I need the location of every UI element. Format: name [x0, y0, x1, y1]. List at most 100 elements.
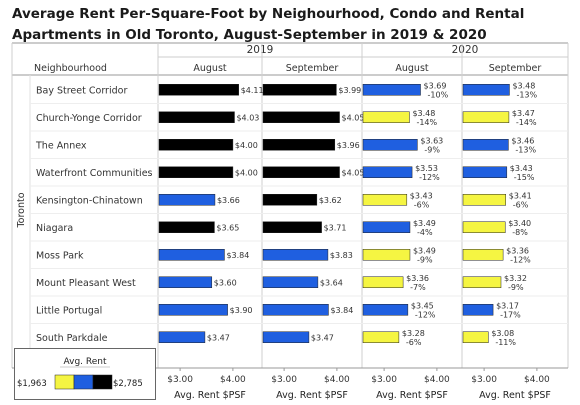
- value-label: $4.05: [342, 168, 365, 177]
- category-label: Niagara: [36, 223, 73, 234]
- change-label: -7%: [410, 283, 426, 292]
- value-label: $3.43: [410, 191, 433, 200]
- color-legend: Avg. Rent $1,963 $2,785: [14, 348, 156, 400]
- value-label: $3.62: [319, 196, 342, 205]
- bar: [362, 194, 408, 206]
- column-header: September: [286, 63, 339, 74]
- bar: [462, 276, 502, 288]
- value-label: $3.41: [509, 191, 532, 200]
- value-label: $3.83: [330, 251, 353, 260]
- bar: [362, 331, 400, 343]
- value-label: $3.45: [411, 301, 434, 310]
- value-label: $3.71: [324, 223, 347, 232]
- value-label: $3.99: [338, 86, 361, 95]
- legend-swatch: [54, 374, 75, 390]
- column-header: August: [395, 63, 429, 74]
- x-axis-label: Avg. Rent $PSF: [376, 390, 448, 401]
- value-label: $3.08: [491, 329, 514, 338]
- change-label: -9%: [424, 145, 440, 154]
- category-label: Kensington-Chinatown: [36, 195, 143, 206]
- column-header: September: [489, 63, 542, 74]
- bar: [262, 166, 340, 178]
- value-label: $3.66: [217, 196, 240, 205]
- value-label: $3.47: [512, 109, 535, 118]
- category-label: Moss Park: [36, 250, 84, 261]
- category-label: South Parkdale: [36, 333, 108, 344]
- value-label: $3.32: [504, 274, 527, 283]
- x-tick-label: $4.00: [424, 375, 450, 385]
- bar: [158, 111, 235, 123]
- year-label: 2019: [247, 44, 274, 56]
- x-tick-label: $3.00: [471, 375, 497, 385]
- value-label: $3.17: [496, 301, 519, 310]
- bar: [362, 249, 411, 261]
- change-label: -12%: [419, 173, 440, 182]
- bar: [262, 221, 322, 233]
- bar: [362, 166, 413, 178]
- value-label: $3.49: [413, 246, 436, 255]
- category-label: Mount Pleasant West: [36, 278, 136, 289]
- value-label: $3.90: [230, 306, 253, 315]
- bar: [462, 166, 508, 178]
- change-label: -6%: [414, 200, 430, 209]
- change-label: -12%: [415, 310, 436, 319]
- value-label: $3.63: [420, 136, 443, 145]
- bar: [262, 276, 319, 288]
- value-label: $3.84: [330, 306, 353, 315]
- x-tick-label: $4.00: [324, 375, 350, 385]
- change-label: -15%: [514, 173, 535, 182]
- category-label: Church-Yonge Corridor: [36, 113, 142, 124]
- value-label: $3.60: [214, 278, 237, 287]
- value-label: $3.96: [337, 141, 360, 150]
- change-label: -17%: [500, 310, 521, 319]
- value-label: $3.69: [424, 81, 447, 90]
- category-label: Little Portugal: [36, 305, 102, 316]
- legend-title: Avg. Rent: [63, 357, 106, 367]
- value-label: $3.28: [402, 329, 425, 338]
- bar: [462, 249, 504, 261]
- change-label: -9%: [508, 283, 524, 292]
- bar: [262, 139, 336, 151]
- value-label: $4.03: [236, 113, 259, 122]
- bar: [262, 331, 310, 343]
- x-tick-label: $4.00: [220, 375, 246, 385]
- bar: [262, 304, 329, 316]
- category-label: Bay Street Corridor: [36, 85, 127, 96]
- change-label: -14%: [416, 118, 437, 127]
- bar: [158, 249, 225, 261]
- bar: [158, 139, 234, 151]
- value-label: $3.64: [320, 278, 343, 287]
- bar: [462, 304, 494, 316]
- bar: [158, 194, 216, 206]
- bar: [262, 111, 340, 123]
- x-tick-label: $3.00: [167, 375, 193, 385]
- change-label: -10%: [428, 90, 449, 99]
- change-label: -13%: [516, 90, 537, 99]
- value-label: $3.48: [412, 109, 435, 118]
- x-tick-label: $3.00: [371, 375, 397, 385]
- change-label: -13%: [515, 145, 536, 154]
- bar: [362, 84, 421, 96]
- value-label: $3.47: [311, 333, 334, 342]
- bar: [362, 139, 418, 151]
- legend-max-label: $2,785: [113, 379, 143, 389]
- legend-graphic: Avg. Rent $1,963 $2,785: [17, 357, 143, 390]
- change-label: -4%: [417, 228, 433, 237]
- value-label: $3.53: [415, 164, 438, 173]
- row-group-label: Toronto: [16, 192, 27, 228]
- bar: [462, 84, 510, 96]
- value-label: $3.48: [512, 81, 535, 90]
- change-label: -6%: [406, 338, 422, 347]
- bar: [462, 139, 509, 151]
- x-tick-label: $4.00: [524, 375, 550, 385]
- x-tick-label: $3.00: [271, 375, 297, 385]
- change-label: -9%: [417, 255, 433, 264]
- bar: [262, 84, 337, 96]
- bar: [462, 111, 510, 123]
- x-axis-label: Avg. Rent $PSF: [479, 390, 551, 401]
- value-label: $3.43: [510, 164, 533, 173]
- row-header: Neighbourhood: [34, 63, 107, 74]
- value-label: $3.84: [226, 251, 249, 260]
- change-label: -14%: [516, 118, 537, 127]
